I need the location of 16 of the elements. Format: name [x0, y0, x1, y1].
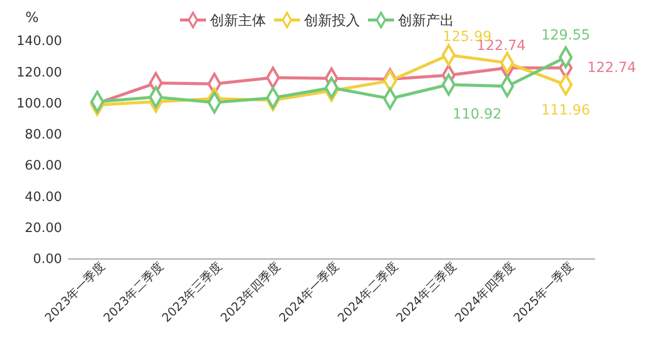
- y-axis-title: %: [25, 10, 39, 26]
- y-tick-label: 40.00: [24, 190, 62, 205]
- y-tick-label: 120.00: [16, 65, 62, 80]
- legend-label: 创新产出: [398, 13, 454, 29]
- y-tick-label: 20.00: [24, 221, 62, 236]
- legend-label: 创新主体: [210, 13, 266, 29]
- legend-label: 创新投入: [304, 13, 360, 29]
- y-tick-label: 100.00: [16, 96, 62, 112]
- y-tick-label: 0.00: [33, 252, 62, 268]
- data-label: 110.92: [452, 106, 502, 122]
- y-tick-label: 60.00: [24, 158, 62, 174]
- data-label: 122.74: [587, 60, 636, 76]
- data-label: 111.96: [541, 102, 590, 119]
- y-tick-label: 140.00: [16, 34, 62, 50]
- data-label: 129.55: [541, 27, 590, 44]
- y-tick-label: 80.00: [24, 128, 62, 143]
